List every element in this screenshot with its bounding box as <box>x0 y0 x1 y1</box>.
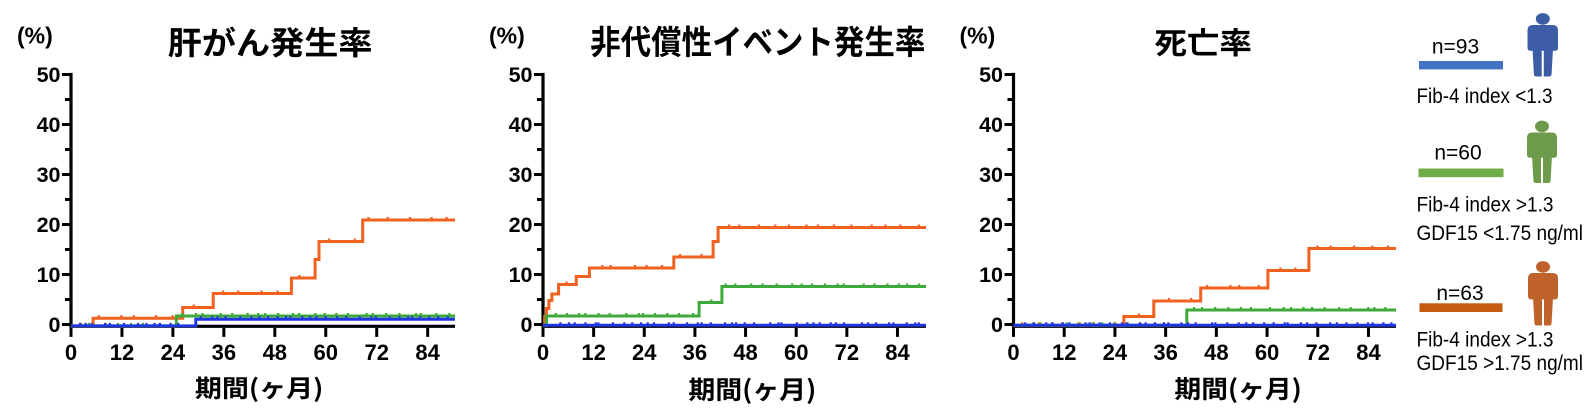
svg-text:24: 24 <box>632 340 657 365</box>
svg-text:40: 40 <box>979 113 1003 137</box>
svg-text:20: 20 <box>979 213 1003 237</box>
svg-text:n=63: n=63 <box>1436 282 1483 305</box>
svg-text:10: 10 <box>509 263 533 287</box>
svg-text:0: 0 <box>537 340 549 365</box>
svg-text:(%): (%) <box>489 23 525 49</box>
svg-text:50: 50 <box>509 63 533 87</box>
svg-text:48: 48 <box>1204 340 1228 365</box>
svg-text:72: 72 <box>364 340 388 365</box>
svg-text:Fib-4 index <1.3: Fib-4 index <1.3 <box>1417 85 1553 108</box>
svg-text:48: 48 <box>733 340 757 365</box>
svg-text:40: 40 <box>509 113 533 137</box>
svg-text:Fib-4 index >1.3: Fib-4 index >1.3 <box>1417 329 1554 352</box>
svg-text:12: 12 <box>581 340 605 365</box>
svg-text:10: 10 <box>979 263 1003 287</box>
svg-text:84: 84 <box>1356 340 1381 365</box>
svg-text:30: 30 <box>509 163 533 187</box>
svg-text:40: 40 <box>37 113 61 137</box>
svg-text:0: 0 <box>65 340 77 365</box>
svg-text:0: 0 <box>1007 340 1019 365</box>
svg-text:n=93: n=93 <box>1432 36 1479 59</box>
svg-text:0: 0 <box>991 313 1003 337</box>
svg-text:0: 0 <box>521 313 533 337</box>
svg-text:10: 10 <box>37 263 61 287</box>
svg-text:36: 36 <box>683 340 707 365</box>
svg-text:50: 50 <box>979 63 1003 87</box>
svg-text:84: 84 <box>885 340 910 365</box>
svg-text:30: 30 <box>37 163 61 187</box>
svg-text:Fib-4 index >1.3: Fib-4 index >1.3 <box>1417 194 1554 217</box>
svg-text:n=60: n=60 <box>1434 142 1481 165</box>
svg-text:(%): (%) <box>17 23 53 49</box>
svg-text:(%): (%) <box>960 23 996 49</box>
svg-text:20: 20 <box>509 213 533 237</box>
svg-text:GDF15 >1.75 ng/ml: GDF15 >1.75 ng/ml <box>1417 352 1584 375</box>
svg-text:72: 72 <box>835 340 859 365</box>
svg-text:48: 48 <box>263 340 287 365</box>
svg-text:60: 60 <box>784 340 808 365</box>
svg-text:0: 0 <box>49 313 61 337</box>
svg-text:12: 12 <box>1052 340 1076 365</box>
svg-text:84: 84 <box>415 340 440 365</box>
svg-text:12: 12 <box>110 340 134 365</box>
svg-text:24: 24 <box>1103 340 1128 365</box>
svg-text:72: 72 <box>1306 340 1330 365</box>
svg-text:30: 30 <box>979 163 1003 187</box>
svg-text:36: 36 <box>212 340 236 365</box>
svg-text:50: 50 <box>37 63 61 87</box>
svg-text:36: 36 <box>1153 340 1177 365</box>
svg-text:60: 60 <box>1255 340 1279 365</box>
svg-text:GDF15 <1.75 ng/ml: GDF15 <1.75 ng/ml <box>1417 222 1584 245</box>
svg-text:60: 60 <box>314 340 338 365</box>
svg-text:20: 20 <box>37 213 61 237</box>
svg-text:24: 24 <box>161 340 186 365</box>
